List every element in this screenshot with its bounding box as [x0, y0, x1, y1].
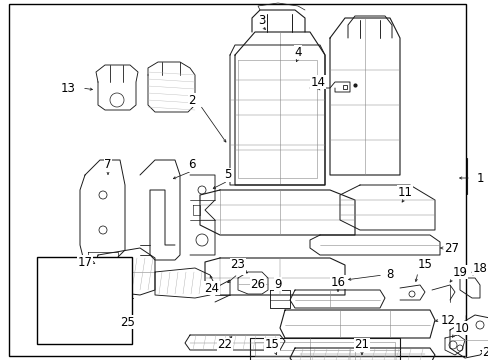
- Text: 1: 1: [475, 171, 483, 184]
- Text: 22: 22: [217, 338, 232, 351]
- Text: 8: 8: [386, 269, 393, 282]
- Text: 15: 15: [264, 338, 279, 351]
- Text: 28: 28: [482, 346, 488, 359]
- Text: 17: 17: [77, 256, 92, 269]
- Text: 23: 23: [230, 258, 245, 271]
- Text: 12: 12: [440, 314, 454, 327]
- Text: 16: 16: [330, 275, 345, 288]
- Text: 11: 11: [397, 185, 412, 198]
- Text: 27: 27: [444, 242, 459, 255]
- Text: 24: 24: [204, 282, 219, 294]
- Text: 26: 26: [250, 278, 265, 291]
- Text: 25: 25: [121, 315, 135, 328]
- Text: 13: 13: [61, 81, 75, 94]
- Text: 2: 2: [188, 94, 195, 107]
- Text: 18: 18: [471, 261, 487, 274]
- Text: 20: 20: [230, 261, 245, 274]
- Text: 7: 7: [104, 158, 112, 171]
- Text: 15: 15: [417, 258, 431, 271]
- Text: 5: 5: [224, 168, 231, 181]
- Text: 3: 3: [258, 13, 265, 27]
- Text: 19: 19: [451, 266, 467, 279]
- Text: 9: 9: [274, 278, 281, 291]
- Text: 21: 21: [354, 338, 369, 351]
- Text: 14: 14: [310, 76, 325, 89]
- Text: 4: 4: [294, 45, 301, 58]
- Bar: [37, 257, 132, 344]
- Text: 10: 10: [454, 321, 468, 334]
- Text: 6: 6: [188, 158, 195, 171]
